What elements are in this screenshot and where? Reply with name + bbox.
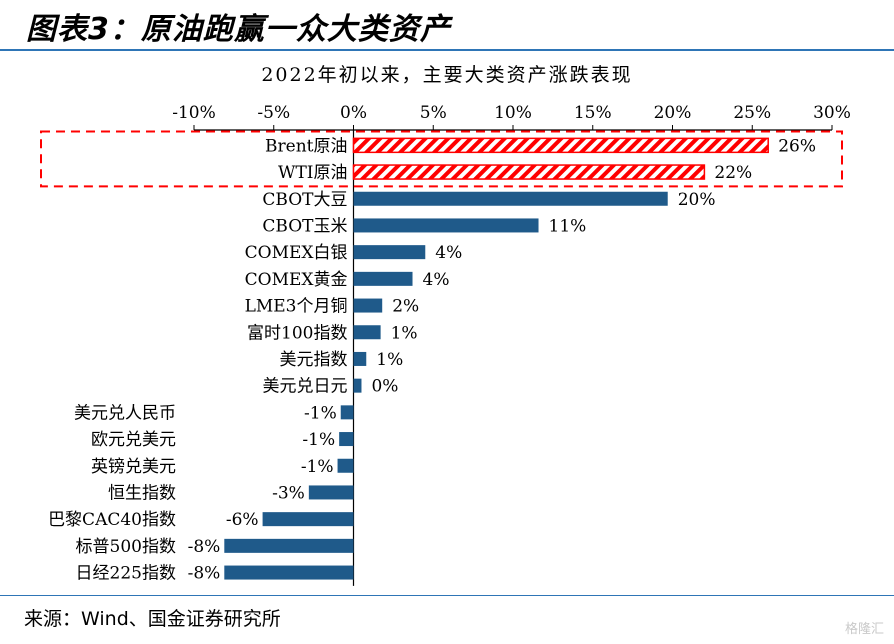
value-label: -1% (301, 457, 334, 477)
value-label: -6% (226, 510, 259, 530)
value-label: 4% (435, 243, 462, 263)
category-label: LME3个月铜 (245, 297, 348, 317)
category-label: COMEX黄金 (245, 270, 348, 290)
value-label: 1% (391, 323, 418, 343)
bar-8 (353, 325, 381, 340)
category-label: 欧元兑美元 (91, 430, 176, 450)
x-tick-label: 30% (813, 103, 851, 123)
value-label: -1% (304, 403, 337, 423)
source-note: 来源：Wind、国金证券研究所 (24, 608, 281, 630)
value-label: -3% (272, 483, 305, 503)
title-divider (0, 49, 894, 51)
highlight-box (40, 130, 843, 188)
value-label: 0% (371, 377, 398, 397)
bar-17 (224, 565, 354, 580)
bar-2 (352, 164, 706, 180)
bar-11 (340, 405, 354, 420)
value-label: 22% (714, 163, 752, 183)
value-label: -1% (302, 430, 335, 450)
x-tick-label: -10% (172, 103, 216, 123)
bar-9 (353, 351, 367, 366)
x-tick-label: 0% (340, 103, 367, 123)
bar-6 (353, 271, 413, 286)
bar-14 (308, 485, 354, 500)
x-tick-label: -5% (257, 103, 290, 123)
bar-10 (353, 378, 362, 393)
category-label: CBOT玉米 (262, 216, 347, 236)
value-label: 26% (778, 136, 816, 156)
category-label: COMEX白银 (245, 243, 348, 263)
category-label: 富时100指数 (247, 323, 347, 343)
watermark-logo: 格隆汇 (844, 622, 884, 637)
bar-7 (353, 298, 383, 313)
category-label: WTI原油 (278, 163, 348, 183)
category-label: 日经225指数 (76, 564, 176, 584)
value-label: -8% (188, 537, 221, 557)
bar-1 (352, 137, 769, 154)
value-label: 2% (392, 297, 419, 317)
category-label: 巴黎CAC40指数 (48, 510, 176, 530)
bar-16 (224, 538, 354, 553)
value-label: 1% (376, 350, 403, 370)
bar-5 (353, 245, 426, 260)
x-tick-label: 20% (654, 103, 692, 123)
value-label: -8% (188, 564, 221, 584)
bar-13 (337, 458, 354, 473)
x-tick-label: 25% (733, 103, 771, 123)
category-label: 美元兑日元 (263, 377, 348, 397)
x-tick-label: 15% (574, 103, 612, 123)
bar-4 (353, 218, 539, 233)
category-label: 美元兑人民币 (74, 403, 176, 423)
figure-title: 图表3：原油跑赢一众大类资产 (26, 12, 451, 47)
chart-title: 2022年初以来，主要大类资产涨跌表现 (261, 64, 632, 86)
bar-3 (353, 191, 668, 206)
value-label: 4% (423, 270, 450, 290)
bar-chart: 2022年初以来，主要大类资产涨跌表现 -10% -5% 0% 5% 10% 15% 20%… (40, 64, 851, 586)
value-label: 11% (549, 216, 587, 236)
bar-15 (262, 512, 354, 527)
source-divider (0, 595, 894, 596)
value-label: 20% (678, 190, 716, 210)
category-label: 英镑兑美元 (91, 457, 176, 477)
category-label: 标普500指数 (76, 537, 176, 557)
category-label: Brent原油 (265, 136, 347, 156)
category-label: CBOT大豆 (262, 190, 347, 210)
category-label: 恒生指数 (108, 483, 176, 503)
x-tick-label: 5% (420, 103, 447, 123)
bar-12 (339, 432, 354, 447)
x-tick-label: 10% (494, 103, 532, 123)
category-label: 美元指数 (280, 350, 348, 370)
